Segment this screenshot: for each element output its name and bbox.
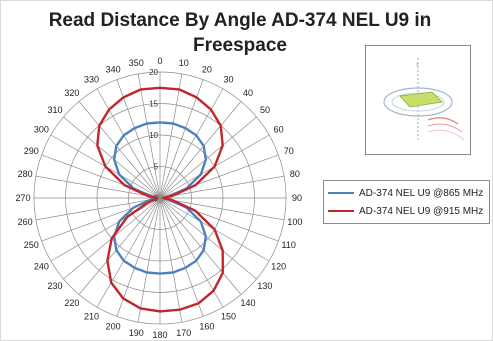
grid-spoke xyxy=(159,101,242,199)
angle-tick-label: 240 xyxy=(34,262,49,272)
series-line-915 xyxy=(96,86,224,313)
chart-title-line-1: Read Distance By Angle AD-374 NEL U9 in xyxy=(48,10,432,31)
angle-tick-label: 230 xyxy=(48,281,63,291)
chart-legend: AD-374 NEL U9 @865 MHz AD-374 NEL U9 @91… xyxy=(323,180,490,224)
angle-tick-label: 20 xyxy=(202,64,212,74)
grid-spoke xyxy=(78,101,161,199)
angle-tick-label: 260 xyxy=(18,217,33,227)
angle-tick-label: 180 xyxy=(152,330,167,340)
angle-tick-label: 200 xyxy=(106,322,121,332)
grid-spoke xyxy=(96,197,161,308)
angle-tick-label: 160 xyxy=(199,322,214,332)
legend-entry-865: AD-374 NEL U9 @865 MHz xyxy=(328,185,483,201)
angle-tick-label: 220 xyxy=(64,298,79,308)
grid-spoke xyxy=(159,197,285,221)
grid-spoke xyxy=(159,197,224,308)
angle-tick-label: 300 xyxy=(34,125,49,135)
svg-text:z: z xyxy=(416,62,419,68)
angle-tick-label: 320 xyxy=(64,88,79,98)
radial-tick-label: 5 xyxy=(154,163,159,172)
angle-tick-label: 170 xyxy=(176,328,191,338)
grid-spoke xyxy=(35,175,161,199)
grid-spoke xyxy=(137,73,161,199)
angle-tick-label: 30 xyxy=(223,74,233,84)
chart-title: Read Distance By Angle AD-374 NEL U9 in … xyxy=(0,8,480,58)
angle-tick-label: 80 xyxy=(290,169,300,179)
angle-tick-label: 10 xyxy=(179,58,189,68)
angle-tick-label: 290 xyxy=(24,146,39,156)
angle-tick-label: 150 xyxy=(221,312,236,322)
grid-spoke xyxy=(159,197,204,317)
angle-tick-label: 340 xyxy=(106,64,121,74)
grid-spoke xyxy=(63,116,161,199)
angle-tick-label: 70 xyxy=(284,146,294,156)
angle-tick-label: 130 xyxy=(257,281,272,291)
radial-tick-label: 20 xyxy=(149,68,158,77)
grid-spoke xyxy=(116,79,161,199)
grid-spoke xyxy=(159,175,285,199)
angle-tick-label: 210 xyxy=(84,312,99,322)
angle-tick-label: 350 xyxy=(129,58,144,68)
chart-title-line-2: Freespace xyxy=(192,35,287,56)
grid-spoke xyxy=(96,88,161,199)
radial-tick-label: 15 xyxy=(149,100,158,109)
grid-spoke xyxy=(159,197,257,280)
angle-tick-label: 110 xyxy=(282,240,296,250)
grid-spoke xyxy=(116,197,161,317)
angle-tick-label: 90 xyxy=(292,193,302,203)
grid-spoke xyxy=(159,197,183,323)
grid-spoke xyxy=(35,197,161,221)
legend-label-865: AD-374 NEL U9 @865 MHz xyxy=(359,187,484,199)
angle-tick-label: 250 xyxy=(24,240,39,250)
angle-tick-label: 50 xyxy=(260,105,270,115)
legend-label-915: AD-374 NEL U9 @915 MHz xyxy=(359,205,484,217)
angle-tick-label: 0 xyxy=(157,56,162,66)
angle-tick-label: 140 xyxy=(241,298,256,308)
grid-spoke xyxy=(159,197,242,295)
antenna-tag-radiation-diagram-icon: z xyxy=(383,58,465,142)
angle-tick-label: 330 xyxy=(84,74,99,84)
series-line-865 xyxy=(113,121,207,275)
grid-spoke xyxy=(137,197,161,323)
grid-spoke xyxy=(159,73,183,199)
angle-tick-label: 60 xyxy=(274,125,284,135)
legend-swatch-915 xyxy=(328,210,354,212)
angle-tick-label: 310 xyxy=(48,105,63,115)
angle-tick-label: 280 xyxy=(18,169,33,179)
grid-spoke xyxy=(78,197,161,295)
grid-spoke xyxy=(159,116,257,199)
angle-tick-label: 120 xyxy=(271,262,286,272)
angle-tick-label: 100 xyxy=(287,217,302,227)
legend-swatch-865 xyxy=(328,192,354,194)
angle-tick-label: 40 xyxy=(243,88,253,98)
legend-entry-915: AD-374 NEL U9 @915 MHz xyxy=(328,203,483,219)
radial-tick-label: 10 xyxy=(149,131,158,140)
grid-spoke xyxy=(50,197,161,262)
tag-orientation-inset: z xyxy=(365,45,471,155)
angle-tick-label: 190 xyxy=(129,328,144,338)
angle-tick-label: 270 xyxy=(15,193,30,203)
grid-spoke xyxy=(159,88,224,199)
grid-spoke xyxy=(159,79,204,199)
